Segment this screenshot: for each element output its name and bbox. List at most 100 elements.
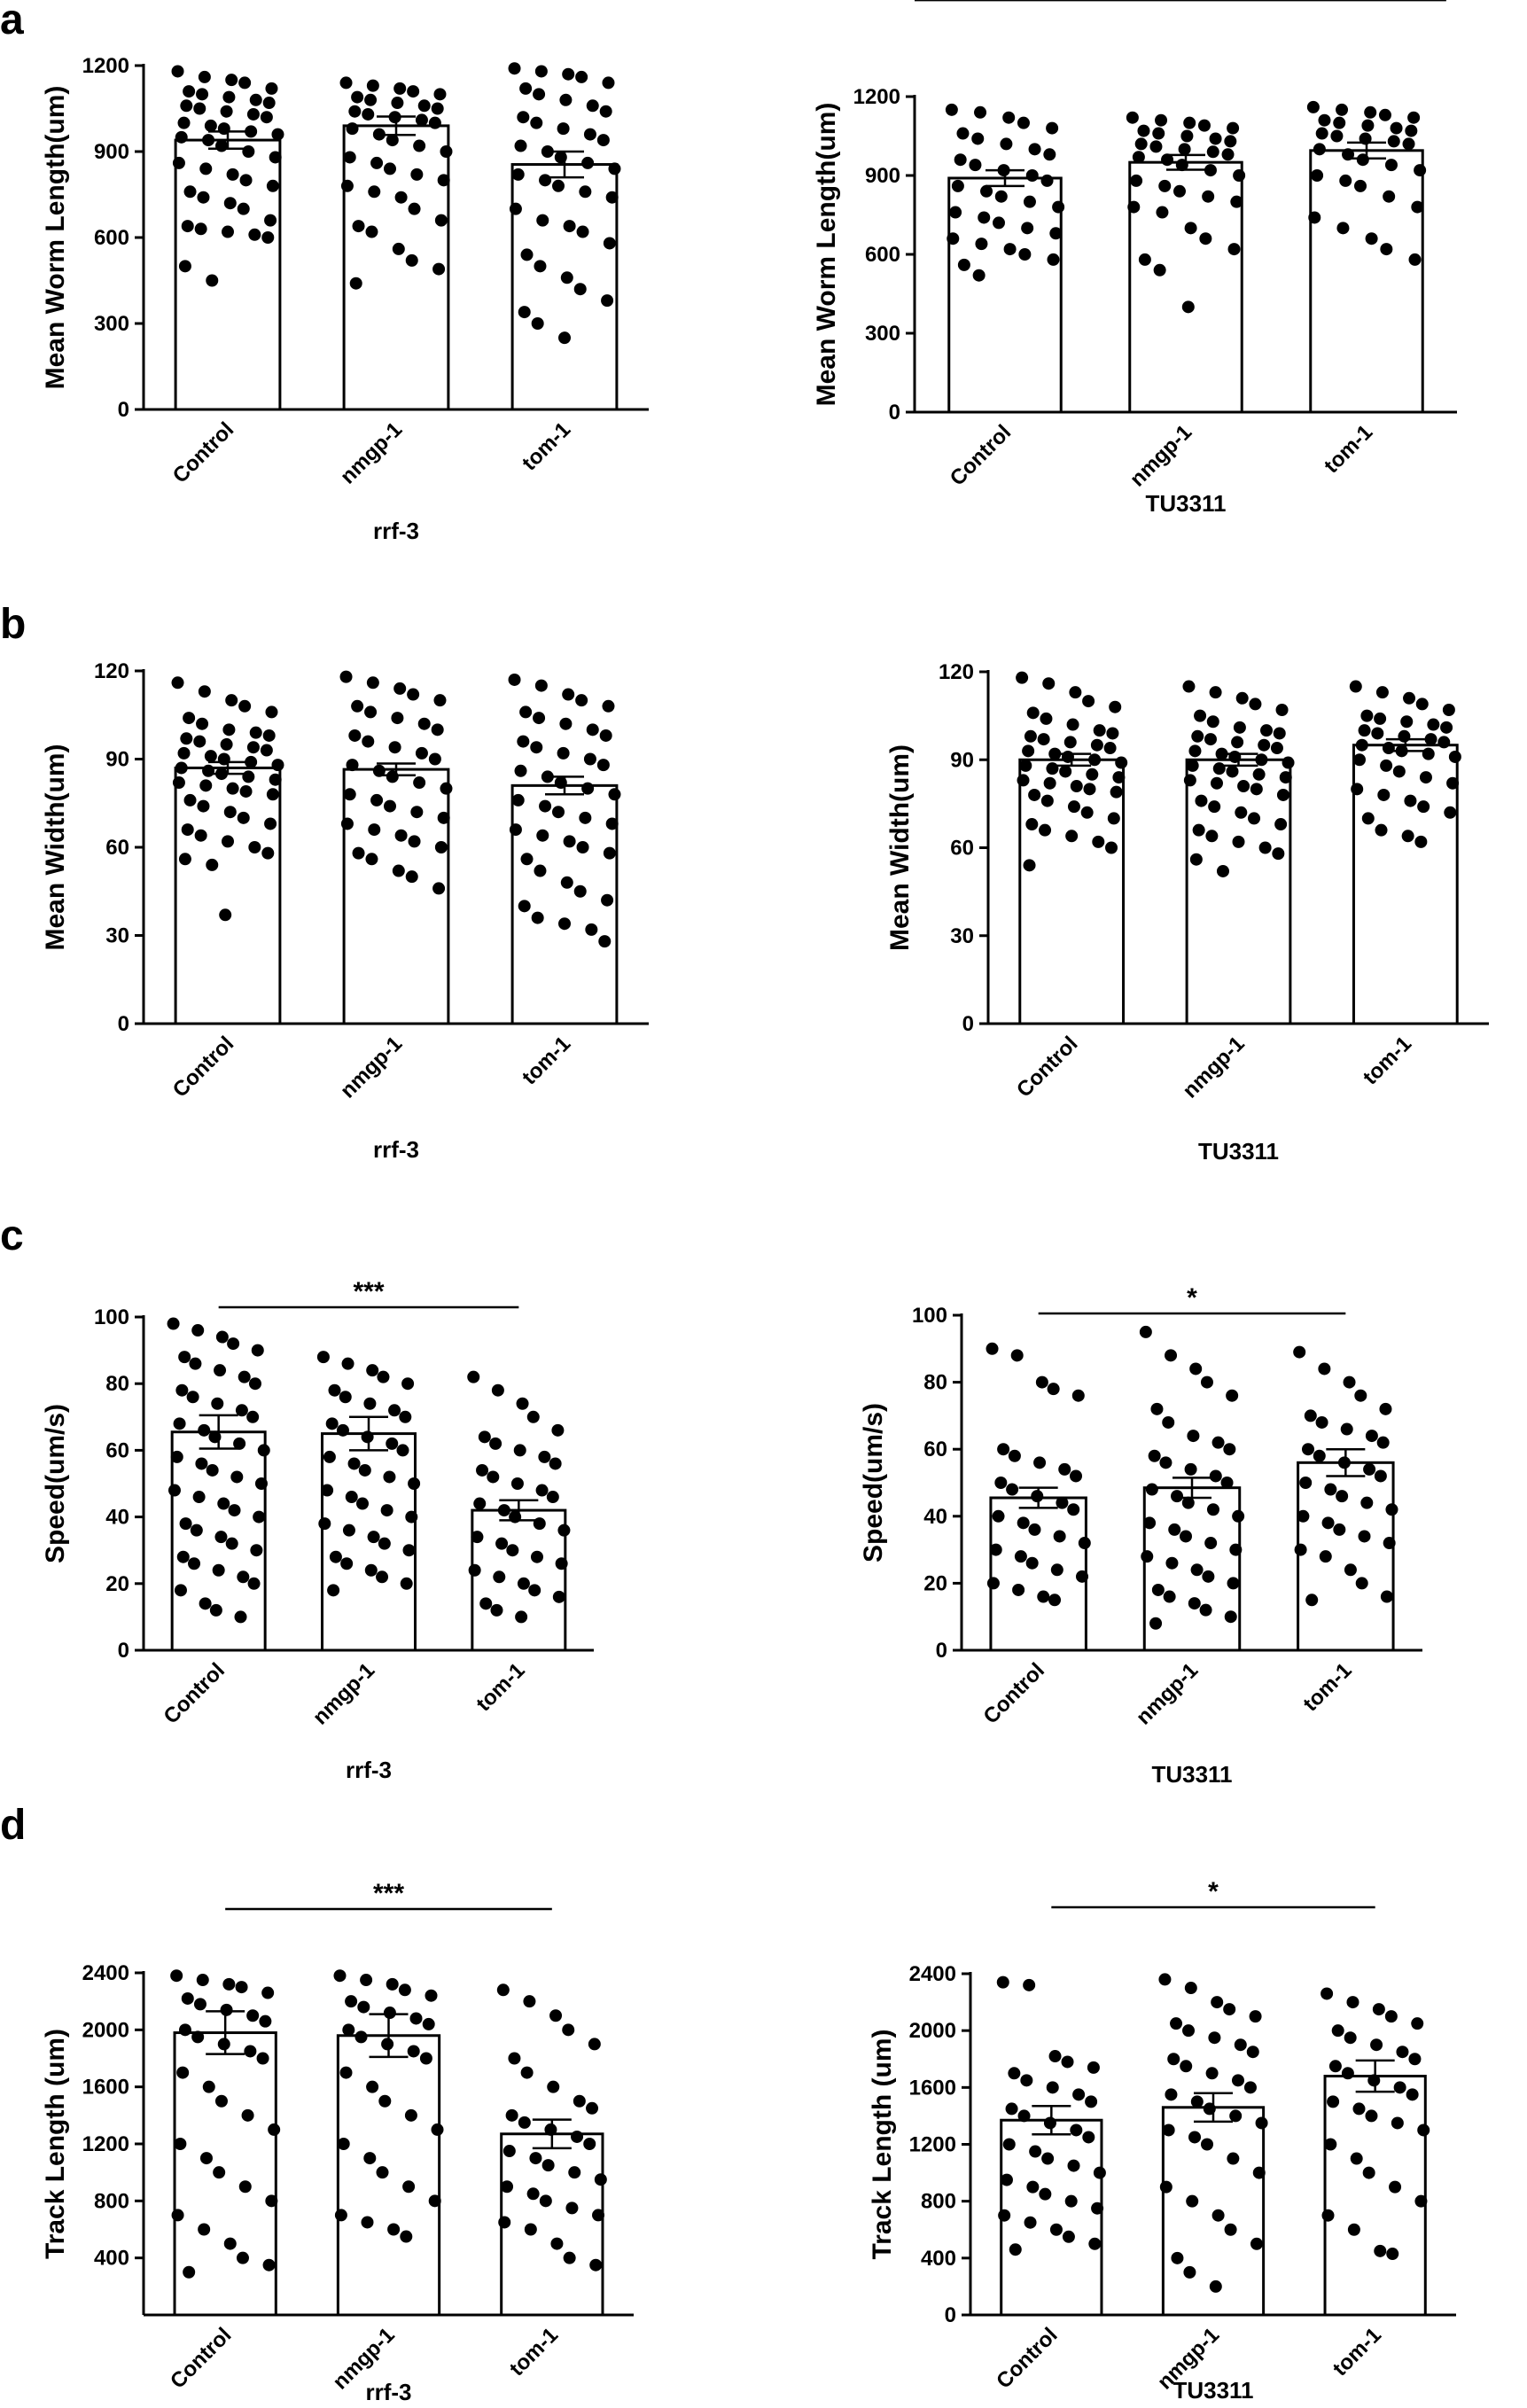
data-point: [1336, 222, 1350, 235]
data-point: [1130, 174, 1143, 187]
data-point: [1206, 1503, 1219, 1516]
y-tick-label: 600: [865, 243, 900, 267]
bar-nmgp-1: [342, 768, 450, 1025]
data-point: [957, 258, 970, 271]
y-tick-label: 0: [936, 1639, 947, 1663]
data-point: [1076, 1570, 1089, 1583]
x-axis-label: rrf-3: [346, 1757, 392, 1783]
data-point: [1380, 1590, 1393, 1603]
y-axis-label: Mean Worm Length(um): [812, 103, 841, 407]
data-point: [1379, 1402, 1392, 1415]
data-point: [1025, 1556, 1039, 1570]
data-point: [431, 102, 444, 115]
data-point: [586, 723, 599, 736]
data-point: [598, 935, 612, 948]
y-axis-label: Track Length (um): [41, 2029, 70, 2259]
data-point: [1260, 724, 1274, 737]
category-label-tom-1: tom-1: [518, 1032, 575, 1089]
data-point: [596, 759, 610, 772]
data-point: [1374, 712, 1387, 725]
data-point: [1403, 691, 1416, 705]
data-point: [1228, 750, 1242, 763]
data-point: [1318, 113, 1331, 127]
data-point: [249, 93, 262, 106]
data-point: [1069, 686, 1082, 699]
panel-letter-c: c: [0, 1212, 24, 1259]
data-point: [1156, 206, 1169, 219]
y-tick-label: 800: [94, 2189, 129, 2213]
data-point: [1328, 2060, 1342, 2073]
data-point: [1134, 137, 1148, 151]
data-point: [425, 1989, 438, 2002]
data-point: [1255, 2116, 1268, 2130]
data-point: [428, 2194, 441, 2208]
data-point: [407, 2045, 420, 2058]
data-point: [1023, 1978, 1036, 1991]
data-point: [558, 917, 571, 931]
data-point: [596, 134, 610, 147]
data-point: [176, 2066, 190, 2079]
data-point: [498, 2216, 511, 2229]
data-point: [409, 2012, 423, 2025]
y-tick-label: 600: [94, 226, 129, 250]
data-point: [467, 1370, 480, 1383]
data-point: [251, 1344, 264, 1357]
data-point: [954, 153, 967, 167]
data-point: [183, 185, 197, 199]
data-point: [1333, 1523, 1346, 1536]
y-axis-label: Speed(um/s): [859, 1403, 888, 1562]
data-point: [602, 76, 615, 90]
data-point: [1061, 2055, 1074, 2069]
data-point: [557, 122, 570, 136]
data-point: [471, 1531, 484, 1544]
data-point: [360, 1974, 373, 1987]
data-point: [1103, 742, 1117, 755]
data-point: [401, 1377, 415, 1391]
data-point: [250, 1544, 263, 1557]
bar-Control: [989, 1496, 1087, 1652]
data-point: [1182, 2024, 1196, 2038]
data-point: [363, 2152, 377, 2165]
data-point: [1155, 113, 1168, 127]
data-point: [1009, 2243, 1022, 2256]
data-point: [206, 1463, 219, 1477]
data-point: [1229, 1543, 1243, 1556]
data-point: [1224, 135, 1237, 148]
data-point: [1250, 783, 1263, 796]
data-point: [573, 884, 587, 898]
y-axis-label: Mean Width(um): [41, 744, 70, 950]
data-point: [1050, 1563, 1063, 1577]
data-point: [520, 853, 534, 866]
data-point: [518, 2116, 531, 2129]
data-point: [1202, 190, 1215, 203]
data-point: [413, 776, 426, 790]
data-point: [1067, 2159, 1080, 2172]
data-point: [519, 82, 533, 95]
data-point: [1360, 1496, 1374, 1509]
data-point: [1090, 738, 1103, 752]
data-point: [1354, 1389, 1367, 1402]
data-point: [271, 128, 284, 141]
data-point: [1233, 169, 1246, 182]
data-point: [366, 79, 379, 92]
data-point: [391, 97, 404, 110]
data-point: [266, 788, 279, 801]
data-point: [1315, 1415, 1328, 1429]
data-point: [1061, 750, 1074, 763]
data-point: [1000, 2173, 1013, 2186]
data-point: [376, 2166, 389, 2179]
data-point: [530, 116, 543, 129]
data-point: [996, 1975, 1009, 1989]
data-point: [1170, 2017, 1183, 2030]
data-point: [220, 105, 233, 118]
data-point: [531, 317, 544, 330]
data-point: [268, 2123, 281, 2136]
data-point: [501, 2180, 514, 2194]
data-point: [1192, 823, 1205, 837]
data-point: [214, 2094, 228, 2108]
data-point: [534, 864, 547, 877]
data-point: [1019, 759, 1032, 772]
data-point: [387, 2223, 401, 2236]
data-point: [1315, 127, 1328, 140]
data-point: [513, 1444, 526, 1457]
